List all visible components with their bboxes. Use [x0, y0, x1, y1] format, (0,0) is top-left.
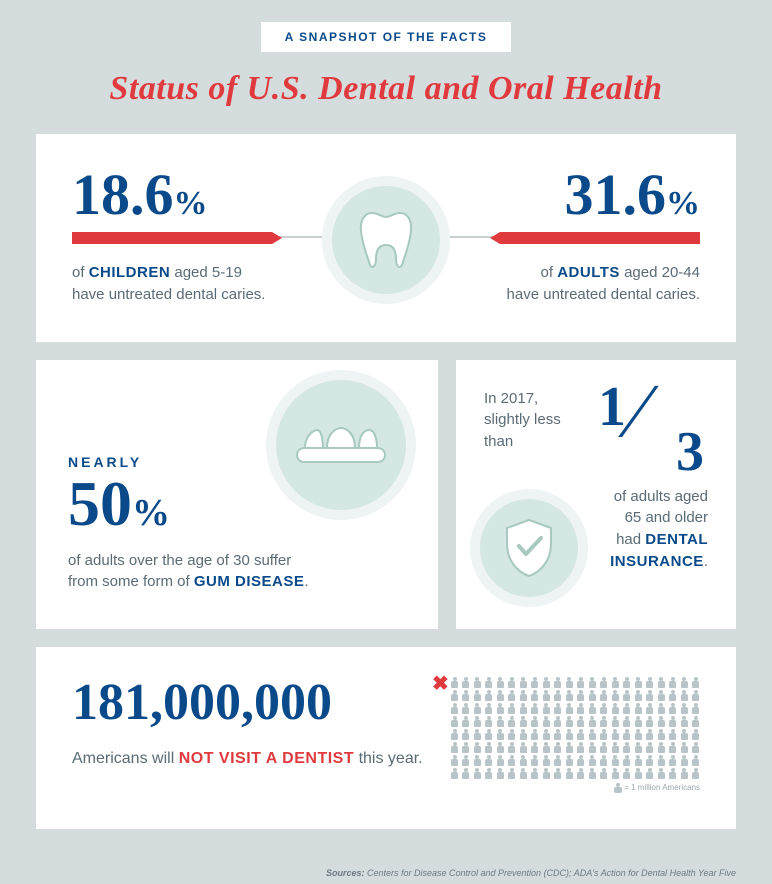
children-desc: of CHILDREN aged 5-19 have untreated den…	[72, 262, 322, 306]
people-legend: = 1 million Americans	[450, 783, 700, 793]
card-insurance: In 2017, slightly less than 1 ∕ 3 of adu…	[456, 360, 736, 630]
no-dentist-value: 181,000,000	[72, 677, 426, 729]
card-no-dentist: 181,000,000 Americans will NOT VISIT A D…	[36, 647, 736, 829]
main-title: Status of U.S. Dental and Oral Health	[0, 70, 772, 108]
gum-desc: of adults over the age of 30 suffer from…	[68, 550, 406, 594]
shield-icon	[470, 489, 588, 607]
insurance-intro: In 2017, slightly less than	[484, 388, 586, 453]
card-caries: 18.6% of CHILDREN aged 5-19 have untreat…	[36, 134, 736, 342]
children-redbar	[72, 232, 272, 244]
one-third-fraction: 1 ∕ 3	[598, 388, 708, 468]
card-gum-disease: NEARLY 50% of adults over the age of 30 …	[36, 360, 438, 630]
gum-icon	[266, 370, 416, 520]
people-pictogram: ✖ = 1 million Americans	[450, 677, 700, 793]
no-dentist-desc: Americans will NOT VISIT A DENTIST this …	[72, 747, 426, 770]
adults-pct: %	[666, 185, 700, 222]
x-mark-icon: ✖	[432, 671, 449, 696]
snapshot-pill: A SNAPSHOT OF THE FACTS	[261, 22, 512, 52]
adults-number: 31.6	[565, 162, 667, 227]
insurance-desc: of adults aged 65 and older had DENTAL I…	[578, 486, 708, 573]
no-dentist-text: 181,000,000 Americans will NOT VISIT A D…	[72, 677, 426, 770]
cards-container: 18.6% of CHILDREN aged 5-19 have untreat…	[0, 134, 772, 829]
people-rows	[450, 677, 700, 779]
children-number: 18.6	[72, 162, 174, 227]
row-2: NEARLY 50% of adults over the age of 30 …	[36, 360, 736, 648]
children-pct: %	[174, 185, 208, 222]
adults-redbar	[500, 232, 700, 244]
adults-desc: of ADULTS aged 20-44 have untreated dent…	[450, 262, 700, 306]
sources-line: Sources: Centers for Disease Control and…	[326, 868, 736, 878]
adults-value: 31.6%	[450, 166, 700, 224]
tooth-icon	[322, 176, 450, 304]
children-value: 18.6%	[72, 166, 322, 224]
